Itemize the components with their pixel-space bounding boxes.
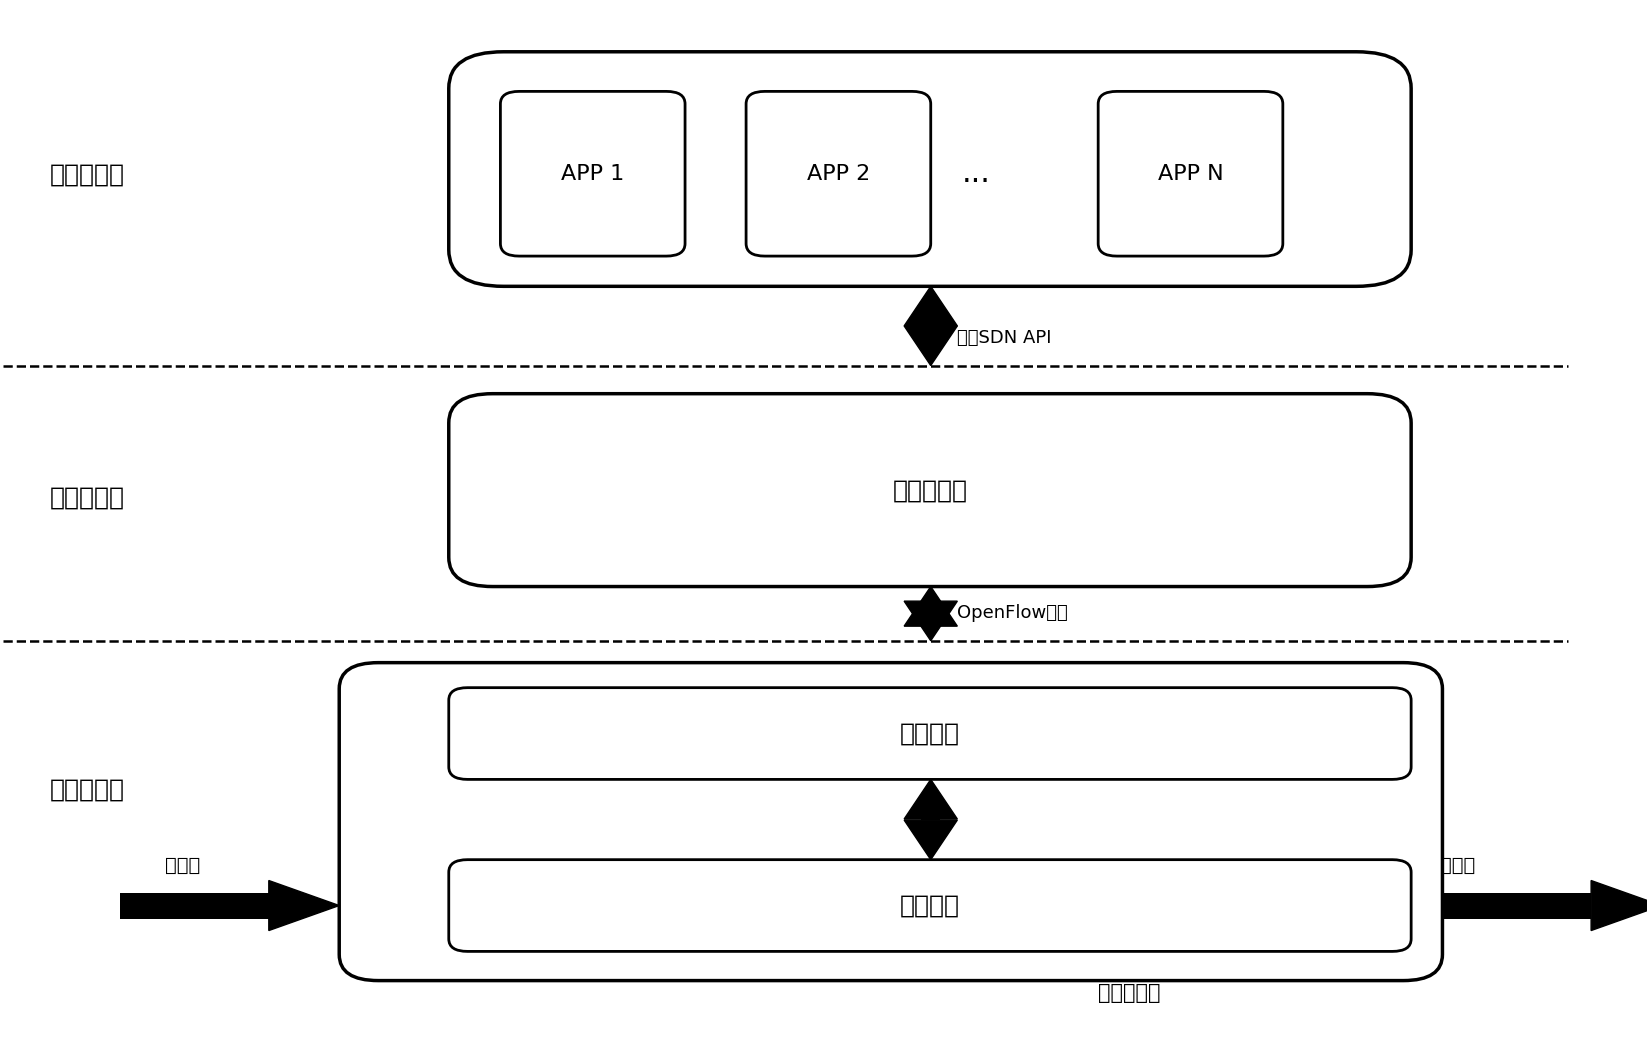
Text: ...: ... <box>962 159 990 189</box>
Text: APP 1: APP 1 <box>562 163 624 183</box>
Polygon shape <box>904 780 957 818</box>
FancyBboxPatch shape <box>448 687 1411 780</box>
FancyBboxPatch shape <box>746 91 931 256</box>
Polygon shape <box>904 286 957 326</box>
Text: APP N: APP N <box>1158 163 1224 183</box>
Polygon shape <box>904 602 957 640</box>
Text: 控制通道: 控制通道 <box>899 721 960 745</box>
Text: 网络控制层: 网络控制层 <box>49 486 125 510</box>
Text: APP 2: APP 2 <box>807 163 870 183</box>
FancyBboxPatch shape <box>1099 91 1283 256</box>
Text: 数据通道: 数据通道 <box>899 894 960 918</box>
Text: 网络控制器: 网络控制器 <box>893 478 967 502</box>
Text: 网络应用层: 网络应用层 <box>49 162 125 187</box>
Polygon shape <box>904 587 957 626</box>
Bar <box>1443 893 1591 918</box>
Bar <box>120 893 268 918</box>
Text: OpenFlow协议: OpenFlow协议 <box>957 604 1069 621</box>
Polygon shape <box>268 880 339 931</box>
FancyBboxPatch shape <box>339 662 1443 981</box>
Text: 数据流: 数据流 <box>165 856 201 875</box>
Text: 数据流: 数据流 <box>1441 856 1476 875</box>
Polygon shape <box>904 820 957 859</box>
Text: 底层交换机: 底层交换机 <box>1099 983 1161 1003</box>
Text: 数据传输层: 数据传输层 <box>49 778 125 802</box>
FancyBboxPatch shape <box>448 859 1411 952</box>
FancyBboxPatch shape <box>448 51 1411 286</box>
Text: 标准SDN API: 标准SDN API <box>957 329 1052 348</box>
FancyBboxPatch shape <box>448 394 1411 587</box>
Polygon shape <box>904 326 957 366</box>
FancyBboxPatch shape <box>501 91 685 256</box>
Polygon shape <box>1591 880 1647 931</box>
